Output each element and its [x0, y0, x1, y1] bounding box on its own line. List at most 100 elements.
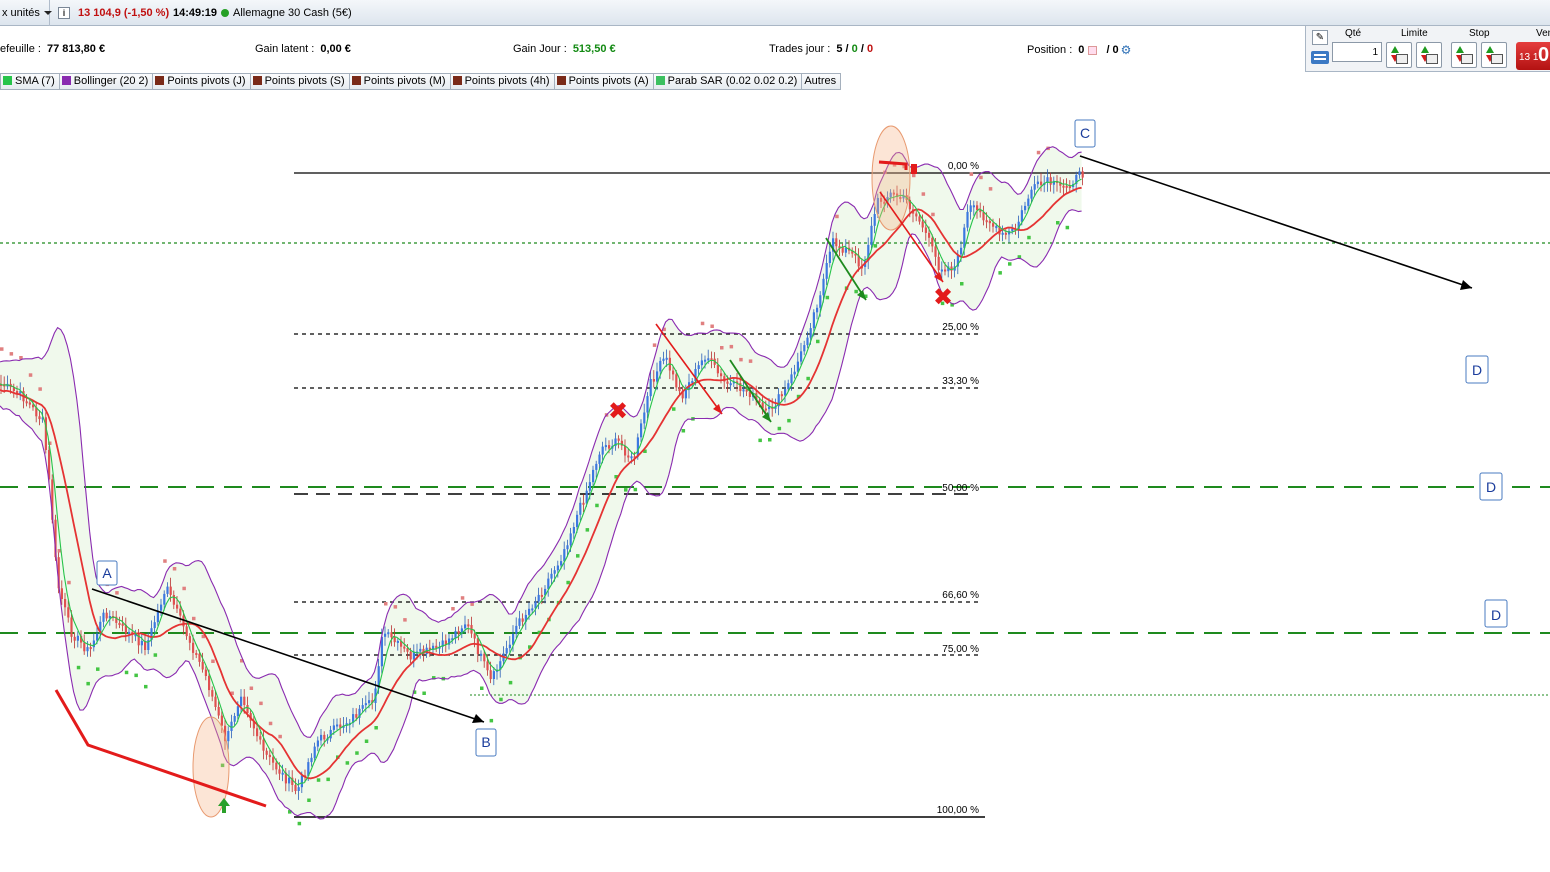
order-panel: ✎ Qté Limite Stop Ven 13 1 0 — [1305, 26, 1550, 72]
wave-text: C — [1080, 125, 1090, 141]
candle-body — [1052, 180, 1055, 185]
wave-text: A — [102, 565, 112, 581]
candle-body — [851, 250, 854, 254]
wave-label-c[interactable]: C — [1074, 119, 1096, 148]
indicator-tab-sma[interactable]: SMA (7) — [0, 73, 60, 90]
sar-dot — [249, 686, 254, 690]
indicator-tab-pivots-j[interactable]: Points pivots (J) — [152, 73, 251, 90]
sar-dot — [489, 718, 494, 723]
buy-signal-icon[interactable] — [218, 798, 230, 813]
arrow-head — [472, 714, 484, 723]
candle-body — [742, 389, 745, 392]
candle-body — [854, 253, 857, 256]
candle-body — [220, 715, 223, 726]
close-position-icon[interactable] — [1088, 45, 1098, 55]
limit-buy-button[interactable] — [1386, 42, 1412, 68]
instrument-name[interactable]: Allemagne 30 Cash (5€) — [233, 7, 352, 19]
arrow-c-projection[interactable] — [1079, 155, 1473, 289]
info-icon[interactable]: i — [58, 7, 70, 19]
quantity-input[interactable] — [1332, 42, 1382, 62]
support-trendline[interactable] — [54, 689, 267, 808]
fib-label: 66,60 % — [942, 590, 979, 601]
candle-body — [396, 640, 399, 643]
candle-body — [732, 381, 735, 384]
candle-body — [649, 379, 652, 397]
highlight-ellipse[interactable] — [192, 716, 230, 818]
sar-dot — [115, 591, 119, 595]
candle-body — [211, 690, 214, 697]
keyboard-icon[interactable] — [1311, 51, 1329, 64]
wave-label-d[interactable]: D — [1484, 599, 1508, 628]
candle-body — [444, 640, 447, 645]
candle-body — [1001, 232, 1004, 235]
indicator-tab-pivots-s[interactable]: Points pivots (S) — [249, 73, 350, 90]
wave-label-b[interactable]: B — [475, 728, 497, 757]
green-down-arrow[interactable] — [825, 237, 867, 301]
chart-canvas[interactable]: ✖ ✖ 0,00 % 25,00 % 33,30 % 50,00 % 66,60… — [0, 92, 1550, 872]
candle-body — [608, 445, 611, 449]
price-chart[interactable]: ✖ ✖ 0,00 % 25,00 % 33,30 % 50,00 % 66,60… — [0, 92, 1550, 872]
sell-label: Ven — [1536, 28, 1550, 39]
candle-body — [896, 193, 899, 197]
candle-body — [768, 406, 771, 410]
candle-body — [297, 787, 300, 791]
fibonacci-lines — [0, 172, 1550, 818]
green-down-arrow[interactable] — [729, 359, 772, 423]
limit-sell-button[interactable] — [1416, 42, 1442, 68]
indicator-tab-pivots-a[interactable]: Points pivots (A) — [553, 73, 654, 90]
wrench-icon[interactable]: ✎ — [1312, 30, 1328, 45]
red-down-arrow[interactable] — [655, 323, 723, 415]
fib-label: 50,00 % — [942, 483, 979, 494]
candle-body — [956, 254, 959, 267]
wave-label-a[interactable]: A — [96, 560, 118, 586]
candle-body — [243, 696, 246, 705]
indicator-tab-pivots-m[interactable]: Points pivots (M) — [348, 73, 451, 90]
indicator-tab-bollinger[interactable]: Bollinger (20 2) — [58, 73, 154, 90]
sar-dot — [144, 684, 148, 689]
units-select[interactable]: x unités — [0, 0, 52, 26]
candle-body — [137, 634, 140, 646]
sar-dot — [364, 739, 369, 743]
sell-signal-icon[interactable]: ✖ — [933, 283, 953, 311]
top-marker-line[interactable] — [878, 160, 908, 170]
candle-body — [540, 594, 543, 597]
sell-button[interactable]: 13 1 0 — [1516, 42, 1550, 70]
candle-body — [595, 463, 598, 470]
candle-body — [832, 238, 835, 252]
wave-label-d[interactable]: D — [1479, 472, 1503, 501]
wave-label-d[interactable]: D — [1465, 355, 1489, 384]
sar-dot — [681, 429, 686, 433]
gear-icon[interactable]: ⚙ — [1120, 43, 1132, 57]
indicator-tab-others[interactable]: Autres — [801, 73, 842, 90]
highlight-ellipse[interactable] — [871, 125, 911, 231]
candle-body — [979, 210, 982, 213]
indicator-label: Parab SAR (0.02 0.02 0.2) — [667, 75, 798, 87]
candle-body — [960, 247, 963, 255]
candle-body — [880, 197, 883, 202]
candle-body — [681, 391, 684, 399]
stop-buy-button[interactable] — [1451, 42, 1477, 68]
sell-signal-icon[interactable]: ✖ — [608, 397, 628, 425]
arrow-a-b[interactable] — [91, 588, 485, 723]
candle-body — [435, 645, 438, 649]
candle-body — [384, 633, 387, 637]
candle-body — [556, 565, 559, 571]
candle-body — [1078, 171, 1081, 175]
candle-body — [553, 570, 556, 574]
sar-dot — [38, 387, 42, 391]
chevron-down-icon — [43, 11, 52, 16]
candle-body — [537, 594, 540, 602]
candle-body — [288, 777, 291, 784]
indicator-tab-parab-sar[interactable]: Parab SAR (0.02 0.02 0.2) — [652, 73, 803, 90]
candle-body — [662, 358, 665, 361]
candle-body — [121, 623, 124, 626]
sar-dot — [451, 607, 455, 611]
candle-body — [128, 631, 131, 634]
indicator-tab-pivots-4h[interactable]: Points pivots (4h) — [449, 73, 555, 90]
red-down-arrow[interactable] — [879, 191, 944, 283]
candle-body — [377, 666, 380, 689]
sell-marker-icon[interactable] — [911, 164, 917, 174]
stop-sell-button[interactable] — [1481, 42, 1507, 68]
trades-sep: / — [857, 43, 867, 55]
candle-body — [352, 714, 355, 723]
